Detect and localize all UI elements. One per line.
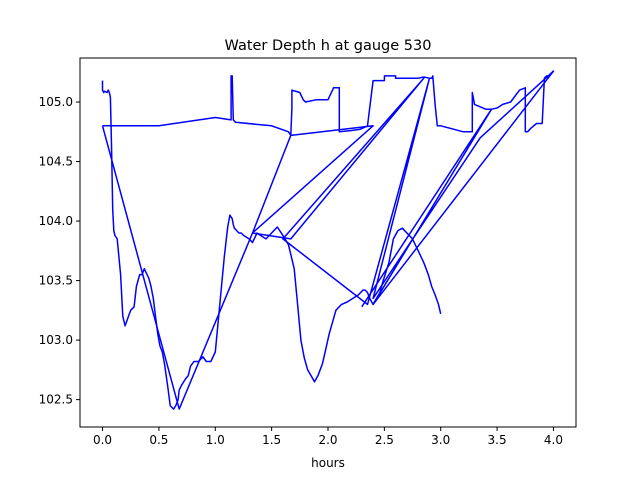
y-tick-label: 103.5	[39, 274, 73, 288]
x-tick-label: 1.5	[262, 433, 281, 447]
x-tick-label: 0.5	[149, 433, 168, 447]
chart-title: Water Depth h at gauge 530	[225, 38, 432, 54]
y-tick-label: 104.0	[39, 214, 73, 228]
x-tick-label: 0.0	[93, 433, 112, 447]
y-tick-label: 104.5	[39, 155, 73, 169]
series-line-1	[101, 80, 442, 410]
x-tick-label: 4.0	[544, 433, 563, 447]
x-axis-label: hours	[311, 456, 345, 470]
plot-lines	[101, 70, 555, 410]
series-line-2	[102, 70, 555, 137]
x-axis: 0.0 0.5 1.0 1.5 2.0 2.5 3.0 3.5 4.0	[93, 427, 563, 447]
x-tick-label: 2.5	[375, 433, 394, 447]
x-tick-label: 1.0	[206, 433, 225, 447]
y-tick-label: 105.0	[39, 95, 73, 109]
y-tick-label: 102.5	[39, 393, 73, 407]
x-tick-label: 3.5	[488, 433, 507, 447]
y-axis: 102.5 103.0 103.5 104.0 104.5 105.0	[39, 95, 80, 407]
y-tick-label: 103.0	[39, 333, 73, 347]
series-line-3	[101, 70, 555, 410]
x-tick-label: 2.0	[318, 433, 337, 447]
x-tick-label: 3.0	[431, 433, 450, 447]
